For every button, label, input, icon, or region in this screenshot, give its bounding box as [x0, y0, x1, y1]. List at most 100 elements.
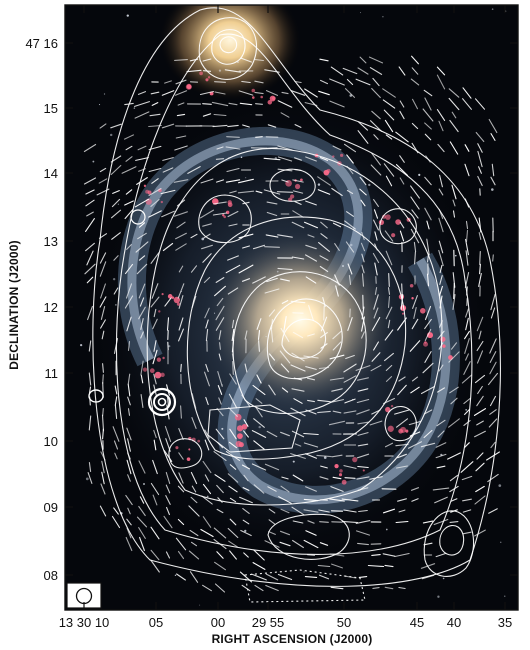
polarization-vector	[101, 471, 105, 485]
polarization-vector	[160, 189, 176, 195]
polarization-vector	[241, 584, 251, 592]
polarization-vector	[357, 130, 369, 144]
polarization-vector	[343, 143, 357, 153]
polarization-vector	[215, 305, 225, 321]
polarization-vector	[237, 190, 255, 194]
polarization-vector	[384, 586, 394, 590]
y-tick-label: 15	[44, 101, 58, 116]
polarization-vector	[241, 80, 251, 84]
arm-knot-contour-3	[384, 406, 417, 442]
polarization-vector	[383, 109, 395, 121]
polarization-vector	[126, 518, 132, 526]
x-tick-marks	[83, 5, 506, 610]
polarization-vector	[387, 296, 391, 308]
polarization-vector	[344, 398, 356, 404]
polarization-vector	[243, 552, 249, 558]
field-star	[240, 156, 243, 159]
polarization-vector	[151, 102, 159, 106]
polarization-vector	[478, 217, 482, 233]
polarization-vector	[148, 210, 162, 218]
polarization-vector	[371, 152, 381, 166]
polarization-vector	[463, 397, 471, 405]
polarization-vector	[111, 198, 121, 208]
contour-level-2	[115, 33, 473, 555]
polarization-vector	[202, 253, 212, 263]
polarization-vector	[305, 244, 317, 250]
polarization-vector	[138, 505, 146, 517]
field-star	[221, 427, 224, 430]
polarization-vector	[303, 509, 319, 513]
polarization-vector	[369, 120, 383, 132]
polarization-vector	[303, 432, 319, 436]
polarization-vector	[225, 146, 241, 150]
polarization-vector	[244, 363, 248, 373]
polarization-vector	[277, 168, 293, 172]
polarization-vector	[225, 451, 241, 461]
polarization-vector	[359, 176, 367, 186]
polarization-vector	[242, 201, 250, 205]
polarization-vector	[464, 144, 470, 152]
polarization-vector	[150, 296, 160, 308]
field-star	[498, 484, 502, 487]
arm-knot-contour-4	[269, 168, 316, 202]
polarization-vector	[174, 59, 188, 61]
x-tick-label: 35	[498, 615, 512, 630]
field-star	[218, 69, 222, 72]
companion-contour-1	[198, 17, 258, 80]
field-star	[98, 103, 101, 106]
polarization-vector	[437, 430, 445, 438]
polarization-vector	[191, 295, 197, 309]
hii-region	[442, 344, 446, 348]
polarization-vector	[214, 561, 226, 571]
polarization-vector	[355, 520, 371, 524]
polarization-vector	[290, 90, 306, 96]
polarization-vector	[292, 520, 304, 524]
polarization-vector	[320, 332, 328, 338]
polarization-vector	[127, 474, 131, 482]
x-tick-label: 05	[149, 615, 163, 630]
polarization-vector	[319, 157, 329, 161]
polarization-vector	[251, 430, 267, 438]
polarization-vector	[318, 509, 330, 513]
polarization-vector	[243, 430, 249, 438]
polarization-vector	[126, 527, 132, 539]
polarization-vector	[398, 586, 406, 590]
polarization-vector	[451, 184, 457, 200]
polarization-vector	[394, 552, 410, 558]
polarization-vector	[488, 508, 498, 514]
polarization-vector	[356, 409, 370, 415]
hii-region	[142, 367, 148, 372]
contour-level-1	[92, 7, 501, 587]
polarization-vector	[280, 508, 290, 514]
polarization-vector	[438, 120, 444, 132]
polarization-vector	[435, 552, 447, 558]
polarization-vector	[212, 212, 228, 216]
polarization-vector	[204, 439, 210, 451]
field-star	[126, 14, 129, 17]
polarization-vector	[341, 520, 359, 524]
polarization-vector	[318, 90, 330, 96]
polarization-vector	[474, 495, 486, 505]
polarization-vector	[215, 179, 225, 183]
polarization-vector	[473, 408, 487, 416]
polarization-vector	[438, 342, 444, 350]
field-star	[292, 460, 295, 463]
polarization-vector	[252, 244, 266, 250]
polarization-vector	[152, 494, 158, 506]
polarization-vector	[165, 471, 171, 485]
polarization-vector	[153, 384, 157, 396]
polarization-vector	[357, 388, 369, 392]
hii-region	[387, 425, 394, 432]
hii-region	[160, 200, 164, 204]
polarization-vector	[439, 275, 443, 285]
polarization-vector	[218, 353, 222, 361]
polarization-vector	[332, 476, 342, 480]
hii-region	[332, 155, 335, 158]
polarization-vector	[461, 475, 473, 481]
polarization-vector	[186, 69, 202, 73]
polarization-vector	[88, 386, 92, 394]
polarization-vector	[448, 97, 460, 111]
polarization-vector	[166, 317, 170, 331]
polarization-vector	[266, 211, 278, 217]
polarization-vector	[318, 242, 330, 252]
